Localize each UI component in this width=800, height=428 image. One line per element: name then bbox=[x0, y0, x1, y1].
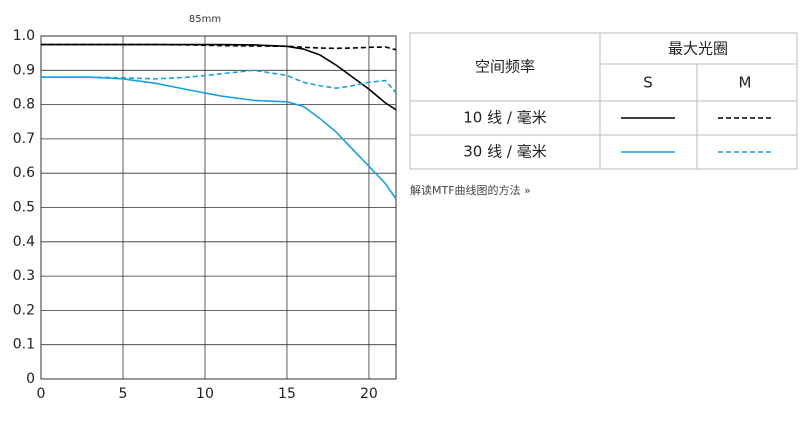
y-tick-label: 0.1 bbox=[13, 337, 35, 353]
x-tick-label: 5 bbox=[119, 386, 128, 402]
y-tick-label: 0.9 bbox=[13, 62, 35, 78]
y-tick-label: 0.3 bbox=[13, 268, 35, 284]
x-tick-label: 15 bbox=[278, 386, 296, 402]
y-tick-label: 0.2 bbox=[13, 302, 35, 318]
x-tick-label: 20 bbox=[360, 386, 378, 402]
legend-header: 空间频率 bbox=[475, 58, 535, 76]
y-tick-label: 0 bbox=[26, 371, 35, 387]
x-tick-label: 0 bbox=[37, 386, 46, 402]
x-tick-label: 10 bbox=[196, 386, 214, 402]
series-line bbox=[41, 43, 397, 51]
series-line bbox=[41, 69, 397, 94]
y-tick-label: 0.4 bbox=[13, 234, 35, 250]
legend-frequency: 30 线 / 毫米 bbox=[463, 143, 546, 161]
mtf-help-link[interactable]: 解读MTF曲线图的方法 » bbox=[410, 183, 531, 197]
chart-title: 85mm bbox=[189, 14, 221, 25]
legend-aperture: M bbox=[739, 74, 752, 92]
series-line bbox=[41, 76, 397, 200]
legend-header: 最大光圈 bbox=[668, 40, 728, 58]
y-tick-label: 0.6 bbox=[13, 165, 35, 181]
legend-aperture: S bbox=[643, 74, 653, 92]
y-tick-label: 1.0 bbox=[13, 28, 35, 44]
y-tick-label: 0.8 bbox=[13, 97, 35, 113]
y-tick-label: 0.7 bbox=[13, 131, 35, 147]
plot-frame bbox=[40, 35, 397, 380]
y-tick-label: 0.5 bbox=[13, 200, 35, 216]
legend-frequency: 10 线 / 毫米 bbox=[463, 109, 546, 127]
